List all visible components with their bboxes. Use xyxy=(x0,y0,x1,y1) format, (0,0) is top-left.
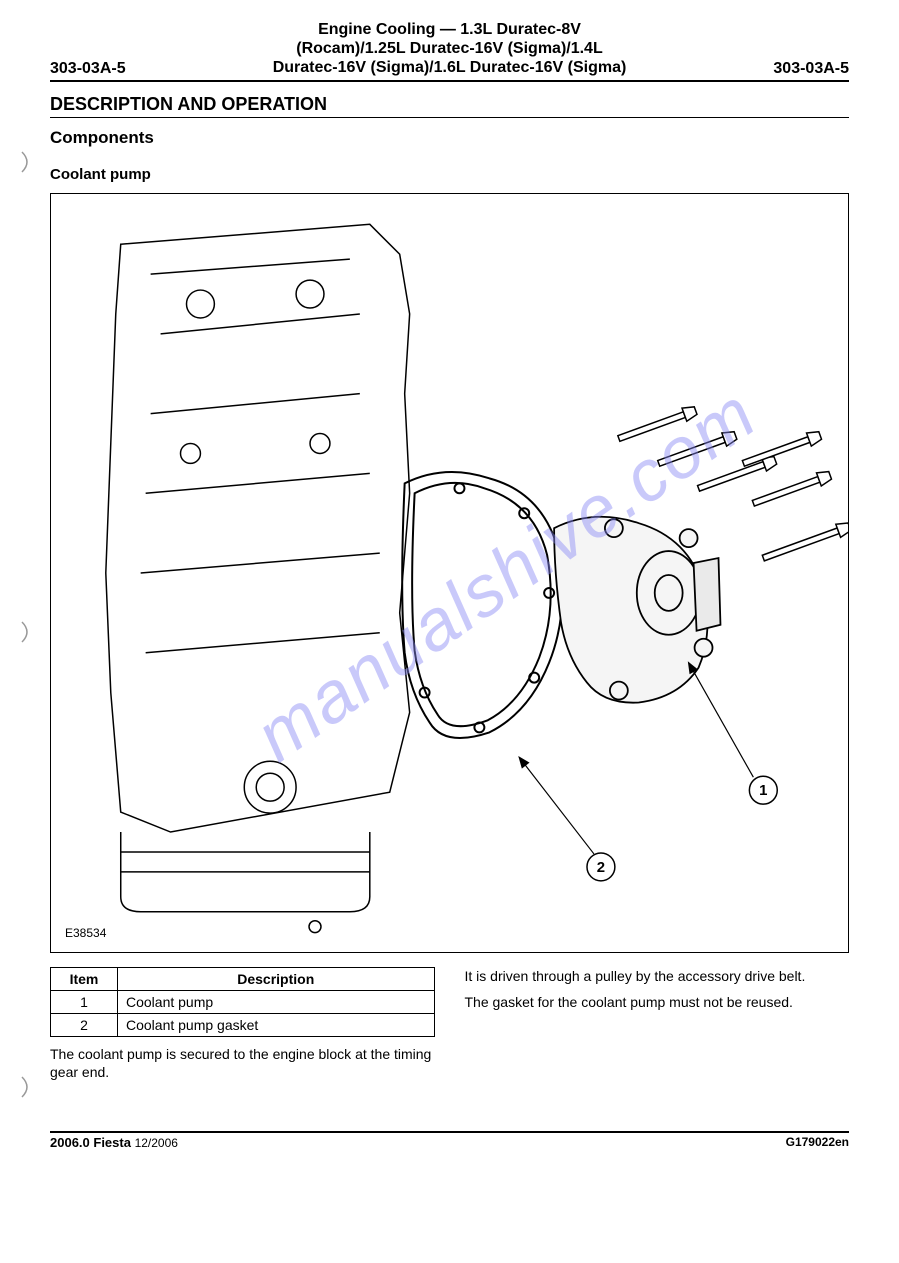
header-line-3: Duratec-16V (Sigma)/1.6L Duratec-16V (Si… xyxy=(273,59,627,76)
header-line-2: (Rocam)/1.25L Duratec-16V (Sigma)/1.4L xyxy=(296,40,602,57)
table-header-description: Description xyxy=(118,967,435,990)
subsection-title: Components xyxy=(50,128,849,148)
footer-date: 12/2006 xyxy=(135,1136,178,1150)
diagram-id: E38534 xyxy=(65,926,106,940)
page-code-right: 303-03A-5 xyxy=(729,60,849,78)
binding-hole-icon xyxy=(18,1075,42,1099)
table-row: 2Coolant pump gasket xyxy=(51,1013,435,1036)
components-table: Item Description 1Coolant pump2Coolant p… xyxy=(50,967,435,1037)
exploded-view-diagram: 12 manualshive.com E38534 xyxy=(50,193,849,953)
table-cell-description: Coolant pump xyxy=(118,990,435,1013)
binding-hole-icon xyxy=(18,620,42,644)
binding-hole-icon xyxy=(18,150,42,174)
table-cell-item: 1 xyxy=(51,990,118,1013)
svg-text:1: 1 xyxy=(759,782,767,799)
page-title: Engine Cooling — 1.3L Duratec-8V (Rocam)… xyxy=(170,20,729,78)
svg-text:2: 2 xyxy=(597,858,605,875)
table-row: 1Coolant pump xyxy=(51,990,435,1013)
paragraph-right-2: The gasket for the coolant pump must not… xyxy=(465,993,850,1011)
table-cell-item: 2 xyxy=(51,1013,118,1036)
footer-model-text: 2006.0 Fiesta xyxy=(50,1135,131,1150)
footer-model: 2006.0 Fiesta 12/2006 xyxy=(50,1135,178,1150)
page-code-left: 303-03A-5 xyxy=(50,60,170,78)
table-header-item: Item xyxy=(51,967,118,990)
footer-code: G179022en xyxy=(786,1135,849,1150)
component-title: Coolant pump xyxy=(50,166,849,183)
header-line-1: Engine Cooling — 1.3L Duratec-8V xyxy=(318,21,581,38)
paragraph-right-1: It is driven through a pulley by the acc… xyxy=(465,967,850,985)
table-cell-description: Coolant pump gasket xyxy=(118,1013,435,1036)
section-title: DESCRIPTION AND OPERATION xyxy=(50,94,849,118)
coolant-pump-figure: 12 xyxy=(51,194,848,952)
paragraph-left: The coolant pump is secured to the engin… xyxy=(50,1045,435,1081)
